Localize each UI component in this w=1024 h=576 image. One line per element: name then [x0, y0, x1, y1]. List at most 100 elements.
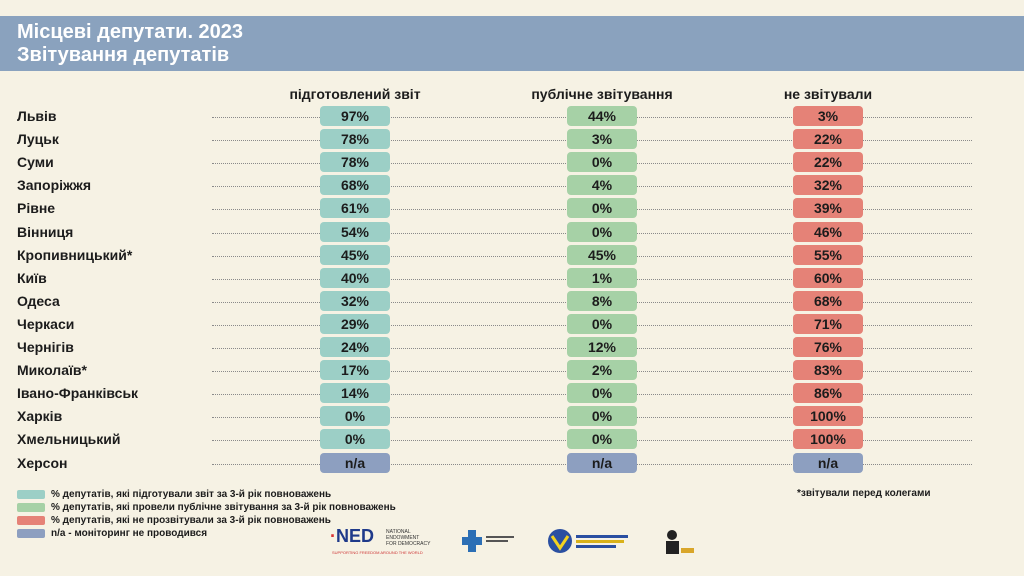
- report-value-cell: 29%: [320, 313, 390, 334]
- ned-logo-text: NATIONAL ENDOWMENT FOR DEMOCRACY: [386, 529, 431, 547]
- none-value-cell: 32%: [793, 175, 863, 196]
- column-header-public: публічне звітування: [531, 86, 673, 102]
- footnote: *звітували перед колегами: [797, 488, 931, 499]
- legend-item: % депутатів, які провели публічне звітув…: [17, 501, 396, 514]
- city-label: Запоріжжя: [17, 177, 92, 194]
- table-row: Рівне 61% 0% 39%: [0, 198, 1024, 219]
- public-value-cell: 3%: [567, 129, 637, 150]
- city-label: Чернігів: [17, 339, 74, 355]
- none-value-cell: 39%: [793, 198, 863, 219]
- none-value-cell: 60%: [793, 267, 863, 288]
- none-value-cell: 22%: [793, 129, 863, 150]
- legend-item: n/a - моніторинг не проводився: [17, 527, 396, 540]
- public-value-cell: 0%: [567, 383, 637, 404]
- none-value-cell: 22%: [793, 152, 863, 173]
- city-label: Львів: [17, 108, 57, 124]
- public-value-cell: 0%: [567, 429, 637, 450]
- table-row: Львів 97% 44% 3%: [0, 106, 1024, 126]
- table-row: Вінниця 54% 0% 46%: [0, 221, 1024, 242]
- public-value-cell: 0%: [567, 313, 637, 334]
- report-value-cell: 40%: [320, 267, 390, 288]
- legend-label: % депутатів, які не прозвітували за 3-й …: [51, 515, 331, 526]
- table-row: Чернігів 24% 12% 76%: [0, 337, 1024, 357]
- table-row: Харків 0% 0% 100%: [0, 406, 1024, 427]
- report-value-cell: 24%: [320, 337, 390, 357]
- table-row: Запоріжжя 68% 4% 32%: [0, 175, 1024, 196]
- report-value-cell: 0%: [320, 406, 390, 427]
- column-header-report: підготовлений звіт: [289, 86, 421, 102]
- legend-swatch: [17, 515, 45, 525]
- public-value-cell: 8%: [567, 290, 637, 311]
- legend-item: % депутатів, які підготували звіт за 3-й…: [17, 488, 396, 501]
- city-label: Київ: [17, 269, 47, 286]
- partner-logo-person: [660, 526, 696, 558]
- legend-label: % депутатів, які підготували звіт за 3-й…: [51, 489, 332, 500]
- none-value-cell: 83%: [793, 360, 863, 381]
- city-label: Херсон: [17, 454, 68, 471]
- table-row: Одеса 32% 8% 68%: [0, 290, 1024, 311]
- report-value-cell: 68%: [320, 175, 390, 196]
- report-value-cell: n/a: [320, 452, 390, 473]
- header-banner: Місцеві депутати. 2023 Звітування депута…: [0, 16, 1024, 71]
- public-value-cell: 0%: [567, 152, 637, 173]
- public-value-cell: 4%: [567, 175, 637, 196]
- city-label: Кропивницький*: [17, 246, 133, 263]
- table-row: Луцьк 78% 3% 22%: [0, 129, 1024, 150]
- city-label: Івано-Франківськ: [17, 385, 139, 402]
- report-value-cell: 54%: [320, 221, 390, 242]
- table-row: Київ 40% 1% 60%: [0, 267, 1024, 288]
- legend-swatch: [17, 502, 45, 512]
- none-value-cell: 86%: [793, 383, 863, 404]
- none-value-cell: 68%: [793, 290, 863, 311]
- report-value-cell: 78%: [320, 152, 390, 173]
- legend: % депутатів, які підготували звіт за 3-й…: [17, 488, 396, 540]
- city-label: Харків: [17, 408, 63, 425]
- report-value-cell: 97%: [320, 106, 390, 126]
- public-value-cell: n/a: [567, 452, 637, 473]
- legend-label: n/a - моніторинг не проводився: [51, 528, 208, 539]
- public-value-cell: 1%: [567, 267, 637, 288]
- table-row: Миколаїв* 17% 2% 83%: [0, 360, 1024, 381]
- report-value-cell: 32%: [320, 290, 390, 311]
- report-value-cell: 0%: [320, 429, 390, 450]
- legend-label: % депутатів, які провели публічне звітув…: [51, 502, 396, 513]
- none-value-cell: n/a: [793, 452, 863, 473]
- legend-swatch: [17, 528, 45, 538]
- committee-logo-icon: [548, 529, 628, 553]
- table-row: Херсон n/a n/a n/a: [0, 452, 1024, 473]
- report-value-cell: 14%: [320, 383, 390, 404]
- none-value-cell: 100%: [793, 406, 863, 427]
- city-label: Хмельницький: [17, 431, 121, 448]
- partner-logo-committee: [546, 526, 636, 556]
- public-value-cell: 0%: [567, 406, 637, 427]
- city-label: Миколаїв*: [17, 362, 87, 379]
- city-label: Черкаси: [17, 315, 75, 332]
- public-value-cell: 12%: [567, 337, 637, 357]
- city-label: Вінниця: [17, 223, 74, 240]
- public-value-cell: 44%: [567, 106, 637, 126]
- report-value-cell: 78%: [320, 129, 390, 150]
- legend-item: % депутатів, які не прозвітували за 3-й …: [17, 514, 396, 527]
- none-value-cell: 100%: [793, 429, 863, 450]
- city-label: Луцьк: [17, 131, 59, 148]
- page-subtitle: Звітування депутатів: [17, 44, 230, 66]
- legend-swatch: [17, 489, 45, 499]
- none-value-cell: 46%: [793, 221, 863, 242]
- table-row: Івано-Франківськ 14% 0% 86%: [0, 383, 1024, 404]
- ned-logo: ·NED NATIONAL ENDOWMENT FOR DEMOCRACY SU…: [330, 526, 431, 555]
- city-label: Суми: [17, 154, 54, 171]
- none-value-cell: 55%: [793, 244, 863, 265]
- partner-logo-cross: [462, 526, 522, 556]
- table-row: Черкаси 29% 0% 71%: [0, 313, 1024, 334]
- report-value-cell: 45%: [320, 244, 390, 265]
- public-value-cell: 45%: [567, 244, 637, 265]
- none-value-cell: 3%: [793, 106, 863, 126]
- ned-logo-tagline: SUPPORTING FREEDOM AROUND THE WORLD: [332, 550, 423, 555]
- city-label: Рівне: [17, 200, 56, 217]
- report-value-cell: 61%: [320, 198, 390, 219]
- cross-logo-icon: [462, 530, 514, 552]
- page-title: Місцеві депутати. 2023: [17, 21, 244, 43]
- table-row: Суми 78% 0% 22%: [0, 152, 1024, 173]
- column-header-none: не звітували: [783, 86, 873, 102]
- public-value-cell: 0%: [567, 221, 637, 242]
